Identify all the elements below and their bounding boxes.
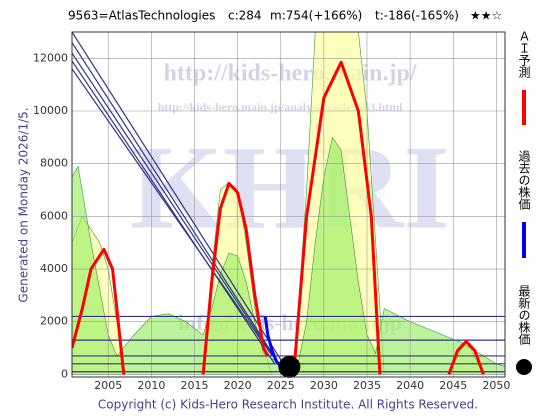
x-tick-label: 2035 [353,379,381,392]
copyright: Copyright (c) Kids-Hero Research Institu… [98,398,478,412]
stat: t:-186(-165%) [375,9,459,23]
trend-line [72,32,286,367]
trend-line [72,52,277,362]
plot-background [72,32,505,377]
x-tick-label: 2010 [137,379,165,392]
trend-line [72,68,273,357]
x-tick-label: 2030 [310,379,338,392]
chart-title: 9563=AtlasTechnologies [68,9,215,23]
x-tick-label: 2015 [180,379,208,392]
x-tick-label: 2025 [267,379,295,392]
plot-border [71,31,506,378]
series-line [72,60,485,375]
legend-label: 過去の株価 [517,150,531,210]
stat: m:754(+166%) [270,9,362,23]
watermark: KHRI [130,121,450,254]
y-tick-label: 12000 [33,51,68,64]
trend-line [72,60,276,365]
y-tick-label: 8000 [40,157,68,170]
y-tick-label: 4000 [40,262,68,275]
y-tick-label: 10000 [33,104,68,117]
legend-marker [516,359,532,375]
legend-label: ＡＩ予測 [517,30,531,79]
x-tick-label: 2050 [482,379,510,392]
x-tick-label: 2040 [396,379,424,392]
legend-label: 最新の株価 [517,285,531,345]
y-tick-label: 6000 [40,209,68,222]
stat: c:284 [228,9,262,23]
y-tick-label: 2000 [40,315,68,328]
latest-price-dot [278,355,301,378]
trend-line [72,42,282,367]
generated-note: Generated on Monday 2026/1/5. [17,107,31,302]
watermark: http://kids-hero.main.jp/ [164,61,417,87]
plot-area: http://kids-hero.main.jp/http://kids-her… [72,32,505,377]
x-tick-label: 2020 [224,379,252,392]
y-tick-label: 0 [61,367,68,380]
x-tick-label: 2005 [94,379,122,392]
x-tick-label: 2045 [439,379,467,392]
rating: ★★☆ [470,9,502,23]
